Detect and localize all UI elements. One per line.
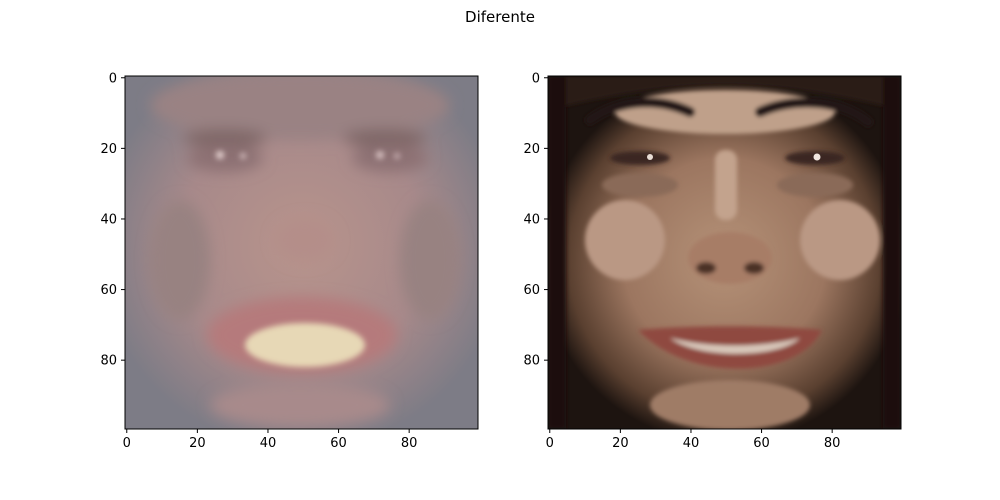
left-y-tick-label: 20 — [100, 142, 117, 157]
right-y-tick-label: 40 — [523, 212, 540, 227]
right-face-image — [548, 76, 901, 429]
right-y-tick-label: 60 — [523, 283, 540, 298]
right-x-tick-label: 0 — [546, 436, 554, 451]
left-x-tick-label: 60 — [330, 436, 347, 451]
right-x-tick-label: 40 — [683, 436, 700, 451]
right-x-tick-label: 20 — [612, 436, 629, 451]
left-axes-frame — [124, 75, 479, 430]
right-x-tick-label: 80 — [824, 436, 841, 451]
left-x-tick-label: 40 — [260, 436, 277, 451]
left-y-tick-label: 0 — [109, 71, 117, 86]
left-y-tick-label: 60 — [100, 283, 117, 298]
left-y-tick-label: 40 — [100, 212, 117, 227]
right-image-panel: 0 20 40 60 80 0 20 40 60 80 — [523, 71, 902, 451]
left-y-tick-label: 80 — [100, 354, 117, 369]
right-y-tick-label: 80 — [523, 354, 540, 369]
left-image-panel: 0 20 40 60 80 0 20 40 60 80 — [100, 71, 479, 451]
right-x-tick-label: 60 — [753, 436, 770, 451]
left-x-tick-label: 80 — [401, 436, 418, 451]
left-x-tick-label: 0 — [123, 436, 131, 451]
left-face-image — [125, 76, 478, 429]
figure-title: Diferente — [465, 8, 535, 26]
right-axes-frame — [547, 75, 902, 430]
right-y-tick-label: 20 — [523, 142, 540, 157]
right-axis-ticks: 0 20 40 60 80 0 20 40 60 80 — [523, 71, 840, 451]
left-x-tick-label: 20 — [189, 436, 206, 451]
right-y-tick-label: 0 — [532, 71, 540, 86]
left-axis-ticks: 0 20 40 60 80 0 20 40 60 80 — [100, 71, 417, 451]
